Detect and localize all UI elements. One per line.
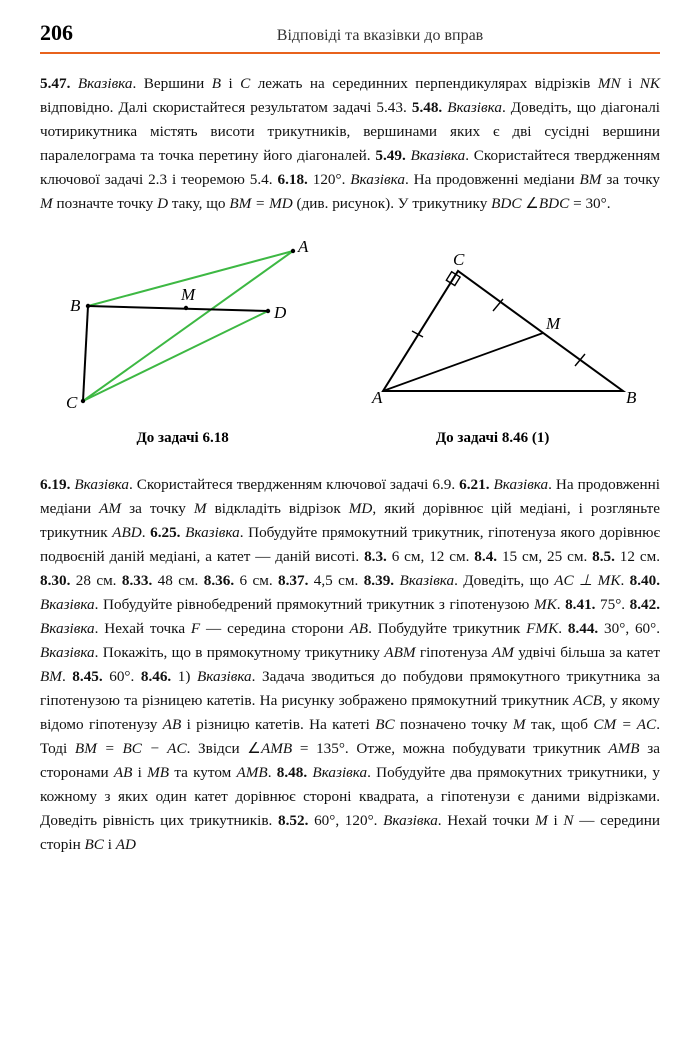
vertex-label: C: [453, 251, 465, 269]
hint-label: Вказівка: [197, 668, 252, 685]
page: 206 Відповіді та вказівки до вправ 5.47.…: [0, 0, 700, 1056]
problem-num: 8.30.: [40, 572, 70, 589]
problem-num: 8.52.: [278, 812, 308, 829]
problem-num: 8.40.: [630, 572, 660, 589]
hint-label: Вказівка: [40, 620, 95, 637]
page-number: 206: [40, 20, 100, 46]
hint-label: Вказівка: [40, 596, 95, 613]
paragraph-2: 6.19. Вказівка. Скористайтеся твердження…: [40, 473, 660, 857]
paragraph-1: 5.47. Вказівка. Вершини B i C лежать на …: [40, 72, 660, 216]
vertex-label: B: [70, 296, 81, 315]
problem-num: 6.18.: [277, 171, 307, 188]
hint-label: Вказівка: [74, 476, 129, 493]
hint-label: Вказівка: [185, 524, 240, 541]
problem-num: 8.3.: [364, 548, 387, 565]
vertex-label: B: [626, 388, 637, 407]
hint-label: Вказівка: [350, 171, 405, 188]
problem-num: 8.41.: [565, 596, 595, 613]
triangle-diagram-1: A B C D M: [58, 236, 328, 411]
problem-num: 6.19.: [40, 476, 74, 493]
vertex-label: C: [66, 393, 78, 411]
figures-row: A B C D M A B: [40, 236, 660, 416]
figure-caption-2: До задачі 8.46 (1): [325, 430, 660, 447]
problem-num: 8.33.: [122, 572, 152, 589]
problem-num: 8.48.: [277, 764, 313, 781]
hint-label: Вказівка: [383, 812, 438, 829]
problem-num: 8.44.: [568, 620, 598, 637]
vertex-label: A: [371, 388, 383, 407]
vertex-label: M: [180, 285, 196, 304]
hint-label: Вказівка: [411, 147, 466, 164]
figure-1: A B C D M: [58, 236, 328, 416]
problem-num: 8.46.: [141, 668, 171, 685]
vertex-label: A: [297, 237, 309, 256]
problem-num: 8.36.: [204, 572, 234, 589]
problem-num: 5.47.: [40, 75, 78, 92]
problem-num: 8.39.: [364, 572, 400, 589]
problem-num: 8.5.: [592, 548, 615, 565]
hint-label: Вказівка: [399, 572, 454, 589]
problem-num: 8.42.: [630, 596, 660, 613]
problem-num: 6.21.: [459, 476, 493, 493]
header-title: Відповіді та вказівки до вправ: [100, 27, 660, 45]
figure-caption-1: До задачі 6.18: [40, 430, 325, 447]
vertex-label: M: [545, 314, 561, 333]
triangle-diagram-2: A B C M: [363, 251, 643, 411]
figure-2: A B C M: [363, 251, 643, 416]
problem-num: 6.25.: [150, 524, 185, 541]
hint-label: Вказівка: [447, 99, 502, 116]
hint-label: Вказівка: [312, 764, 367, 781]
problem-num: 5.48.: [412, 99, 447, 116]
captions-row: До задачі 6.18 До задачі 8.46 (1): [40, 422, 660, 461]
page-header: 206 Відповіді та вказівки до вправ: [40, 20, 660, 54]
hint-label: Вказівка: [493, 476, 548, 493]
hint-label: Вказівка: [78, 75, 133, 92]
vertex-label: D: [273, 303, 287, 322]
problem-num: 8.37.: [278, 572, 308, 589]
hint-label: Вказівка: [40, 644, 95, 661]
problem-num: 8.4.: [474, 548, 497, 565]
problem-num: 5.49.: [375, 147, 410, 164]
problem-num: 8.45.: [72, 668, 102, 685]
